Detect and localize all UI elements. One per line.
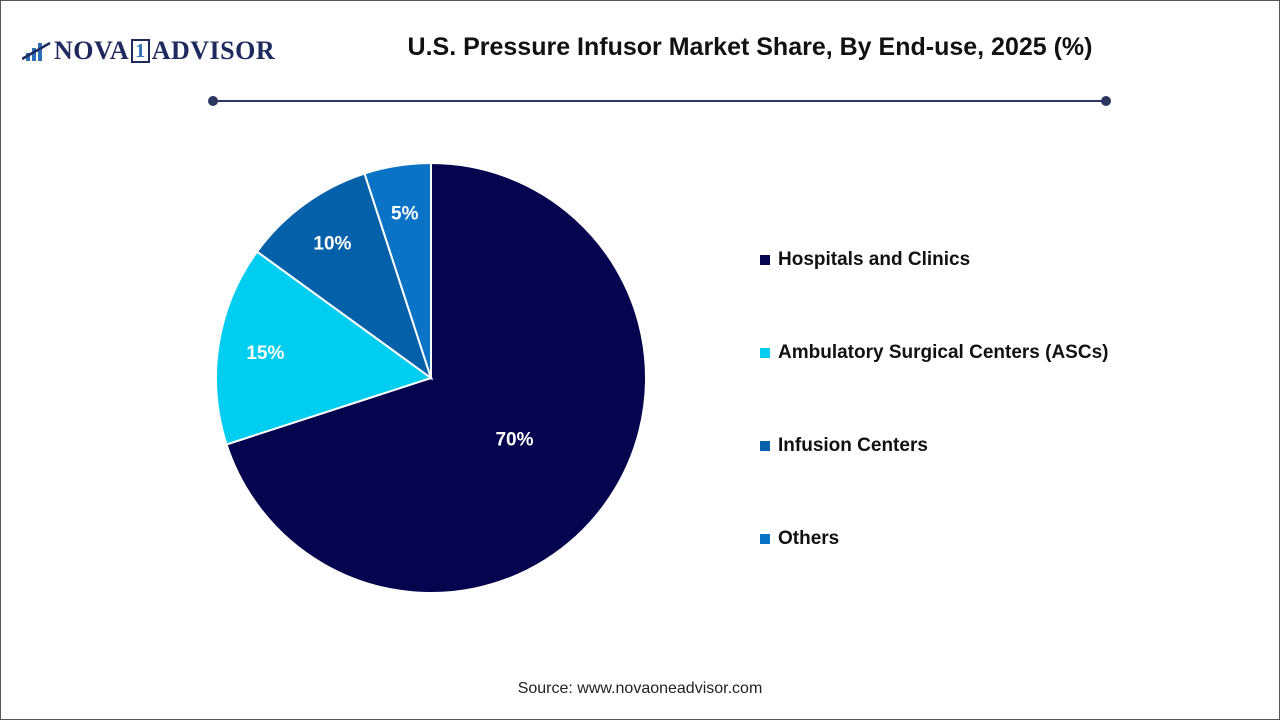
pie-slice [255, 172, 433, 381]
pie-slice [363, 161, 432, 379]
data-label: 5% [391, 203, 419, 224]
legend-item: Hospitals and Clinics [760, 249, 970, 271]
pie-slice [215, 250, 434, 446]
pie-slice [225, 161, 647, 594]
source-note: Source: www.novaoneadvisor.com [517, 680, 763, 697]
logo-text: ADVISOR [151, 36, 276, 65]
legend-swatch [760, 441, 770, 451]
bar-chart-icon [22, 41, 51, 61]
legend-swatch [760, 255, 770, 265]
data-label: 10% [313, 233, 351, 254]
legend-swatch [760, 534, 770, 544]
data-label: 15% [246, 343, 284, 364]
title-divider [213, 100, 1106, 102]
legend-label: Hospitals and Clinics [778, 249, 971, 270]
divider-dot [208, 96, 218, 106]
data-label: 70% [495, 430, 533, 451]
logo-text: NOVA [54, 36, 130, 65]
legend-label: Others [778, 528, 840, 549]
chart-title: U.S. Pressure Infusor Market Share, By E… [407, 33, 1093, 61]
logo: NOVA 1 ADVISOR [22, 36, 275, 66]
legend-swatch [760, 348, 770, 358]
legend-item: Ambulatory Surgical Centers (ASCs) [760, 342, 1108, 364]
legend-label: Infusion Centers [778, 435, 928, 456]
legend-item: Infusion Centers [760, 435, 928, 457]
legend-label: Ambulatory Surgical Centers (ASCs) [778, 342, 1109, 363]
divider-dot [1101, 96, 1111, 106]
legend-item: Others [760, 528, 839, 550]
logo-one: 1 [131, 39, 150, 63]
